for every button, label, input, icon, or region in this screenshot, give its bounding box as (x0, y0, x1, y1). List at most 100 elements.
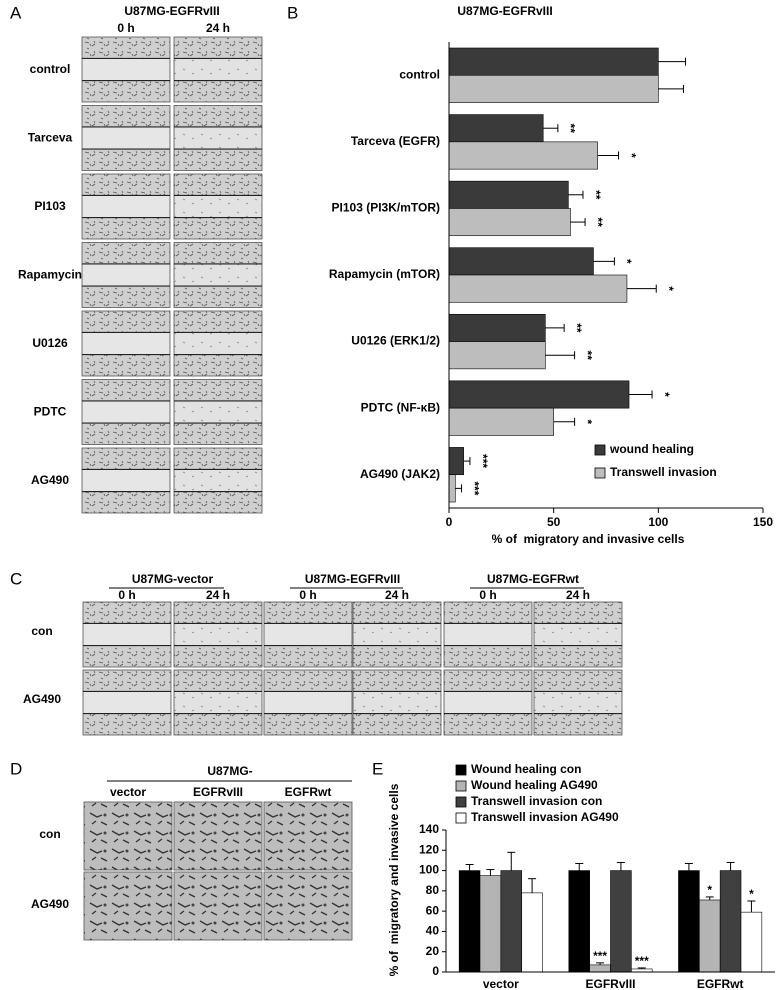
legend-label: Wound healing AG490 (471, 778, 598, 792)
wound-area (174, 58, 262, 81)
significance: *** (635, 954, 649, 968)
bar (521, 892, 543, 973)
bar (678, 870, 700, 973)
legend-swatch (594, 444, 606, 456)
significance: *** (467, 481, 481, 495)
y-tick-label: 60 (426, 903, 440, 917)
y-tick-label: 0 (432, 964, 439, 978)
row-label: Rapamycin (18, 268, 82, 282)
wound-area (444, 623, 532, 646)
significance: * (749, 887, 754, 901)
column-label: 24 h (206, 21, 230, 35)
wound-area (82, 263, 170, 287)
wound-area (174, 400, 262, 424)
y-tick-label: 80 (426, 883, 440, 897)
category-label: EGFRvIII (585, 977, 635, 990)
significance: * (624, 153, 638, 158)
micrograph (83, 801, 173, 871)
bar (448, 74, 659, 103)
row-label: AG490 (23, 692, 61, 706)
y-tick-label: 100 (419, 863, 439, 877)
bar (448, 313, 546, 342)
y-tick-label: 140 (419, 822, 439, 836)
category-label: Rapamycin (mTOR) (329, 267, 440, 281)
significance: *** (593, 949, 607, 963)
bar (568, 870, 590, 973)
panel-label: E (372, 759, 383, 778)
bar (448, 274, 628, 303)
x-tick-label: 0 (446, 515, 453, 529)
bar (448, 341, 546, 370)
x-axis-label: % of migratory and invasive cells (492, 532, 685, 546)
micrograph (83, 871, 173, 941)
bar (448, 208, 571, 237)
y-tick-label: 120 (419, 842, 439, 856)
legend-label: wound healing (609, 442, 694, 456)
wound-area (174, 691, 262, 714)
category-label: PDTC (NF-κB) (361, 400, 440, 414)
wound-area (353, 623, 441, 646)
group-title: U87MG-EGFRvIII (305, 572, 400, 586)
micrograph (263, 801, 353, 871)
legend-label: Wound healing con (471, 762, 581, 776)
wound-area (82, 195, 170, 218)
wound-area (82, 400, 170, 424)
wound-area (174, 332, 262, 355)
bar (589, 964, 611, 973)
row-label: Tarceva (28, 131, 73, 145)
wound-area (83, 691, 171, 714)
row-label: PDTC (34, 405, 67, 419)
panel-title: U87MG- (207, 764, 252, 778)
micrograph (173, 801, 263, 871)
x-tick-label: 100 (648, 515, 668, 529)
column-label: 0 h (479, 588, 496, 602)
significance: ** (589, 190, 603, 200)
bar (448, 247, 594, 276)
category-label: control (399, 67, 440, 81)
column-label: EGFRwt (285, 785, 332, 799)
y-tick-label: 20 (426, 944, 440, 958)
wound-area (264, 623, 352, 646)
wound-area (444, 691, 532, 714)
wound-area (174, 126, 262, 150)
wound-area (174, 263, 262, 287)
micrograph (263, 871, 353, 941)
wound-area (534, 691, 622, 714)
y-axis-label: % of migratory and invasive cells (387, 783, 401, 976)
x-tick-label: 50 (547, 515, 561, 529)
bar (448, 447, 464, 476)
significance: * (658, 392, 672, 397)
column-label: vector (110, 785, 146, 799)
significance: * (662, 286, 676, 291)
category-label: EGFRwt (697, 977, 744, 990)
bar (479, 875, 502, 973)
bar (448, 141, 598, 170)
wound-area (83, 623, 171, 646)
row-label: AG490 (31, 897, 69, 911)
wound-area (174, 195, 262, 218)
bar (699, 899, 721, 973)
panel-label: D (10, 759, 22, 778)
micrograph (173, 871, 263, 941)
significance: *** (476, 454, 490, 468)
column-label: 0 h (117, 21, 134, 35)
column-label: 0 h (118, 588, 135, 602)
row-label: AG490 (31, 473, 69, 487)
significance: ** (591, 217, 605, 227)
row-label: con (39, 827, 60, 841)
category-label: PI103 (PI3K/mTOR) (332, 201, 440, 215)
category-label: U0126 (ERK1/2) (351, 334, 440, 348)
column-label: 24 h (385, 588, 409, 602)
bar (610, 870, 632, 973)
group-title: U87MG-vector (132, 572, 214, 586)
legend-swatch (455, 796, 467, 808)
wound-area (353, 691, 441, 714)
significance: ** (564, 124, 578, 134)
significance: ** (580, 351, 594, 361)
significance: * (707, 883, 712, 897)
bar (448, 380, 630, 409)
legend-swatch (455, 812, 467, 824)
row-label: U0126 (32, 336, 68, 350)
